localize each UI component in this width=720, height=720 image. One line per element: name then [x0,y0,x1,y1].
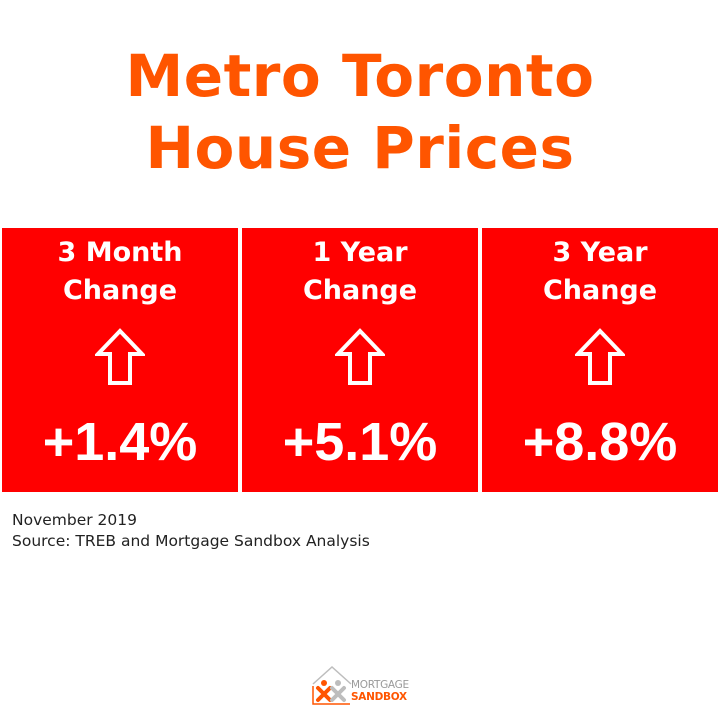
mortgage-sandbox-logo: MORTGAGE SANDBOX [310,664,420,708]
card-label: 1 Year Change [242,234,478,310]
house-people-icon [312,665,352,705]
card-3-month-change: 3 Month Change +1.4% [2,228,238,492]
card-label: 3 Month Change [2,234,238,310]
card-3-year-change: 3 Year Change +8.8% [482,228,718,492]
card-label-line-1: 3 Year [552,237,648,268]
card-label-line-1: 1 Year [312,237,408,268]
title-line-1: Metro Toronto [125,42,595,110]
card-label: 3 Year Change [482,234,718,310]
up-arrow-icon [95,328,145,385]
card-1-year-change: 1 Year Change +5.1% [242,228,478,492]
card-label-line-2: Change [542,275,658,306]
logo-line-1: MORTGAGE [351,679,409,691]
card-label-line-2: Change [302,275,418,306]
card-value: +5.1% [282,412,438,472]
change-cards: 3 Month Change +1.4% 1 Year Change +5.1%… [2,228,718,492]
logo-wordmark: MORTGAGE SANDBOX [351,679,409,703]
card-value: +1.4% [42,412,198,472]
footnote-date: November 2019 [12,511,138,529]
logo-line-2: SANDBOX [351,691,407,703]
up-arrow-icon [335,328,385,385]
title-line-2: House Prices [145,114,575,182]
up-arrow-icon [575,328,625,385]
card-value: +8.8% [522,412,678,472]
page-title: Metro Toronto House Prices [0,40,720,184]
card-label-line-2: Change [62,275,178,306]
footnote-source: Source: TREB and Mortgage Sandbox Analys… [12,532,370,550]
card-label-line-1: 3 Month [57,237,183,268]
footnote: November 2019 Source: TREB and Mortgage … [12,510,370,552]
